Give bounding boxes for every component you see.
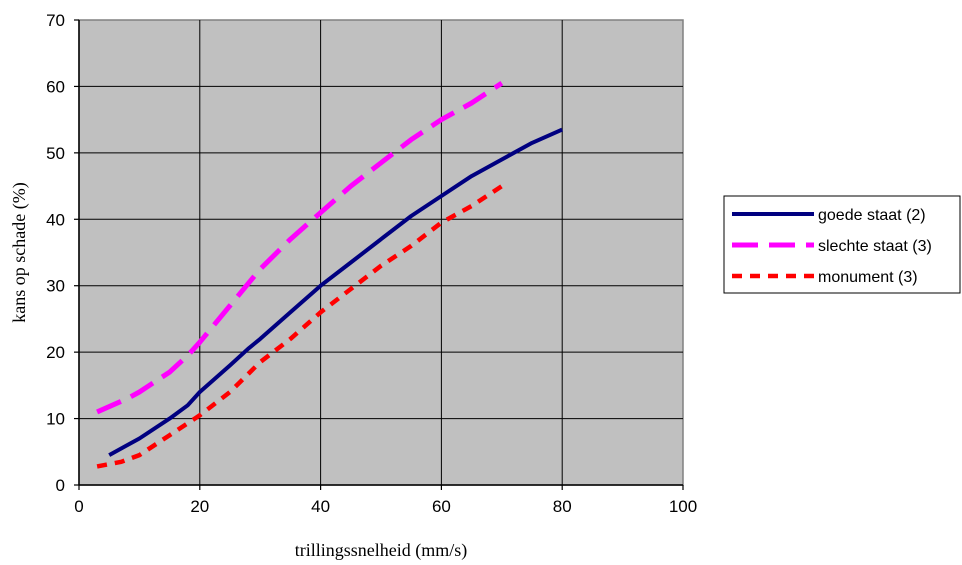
x-tick-label: 20 bbox=[190, 497, 209, 516]
x-tick-label: 80 bbox=[553, 497, 572, 516]
x-tick-label: 100 bbox=[669, 497, 697, 516]
legend: goede staat (2) slechte staat (3) monument… bbox=[723, 195, 961, 294]
legend-label-1: goede staat (2) bbox=[818, 207, 926, 224]
gridlines bbox=[79, 20, 683, 485]
legend-label-2: slechte staat (3) bbox=[818, 238, 932, 255]
y-tick-label: 60 bbox=[46, 77, 65, 96]
y-tick-label: 50 bbox=[46, 144, 65, 163]
legend-label-3: monument (3) bbox=[818, 269, 918, 286]
series-line-3 bbox=[96, 184, 504, 469]
y-tick-label: 70 bbox=[46, 11, 65, 30]
series-lines bbox=[96, 81, 564, 469]
series-line-2 bbox=[96, 81, 504, 415]
legend-items: goede staat (2) slechte staat (3) monument… bbox=[732, 207, 932, 286]
tick-labels: 0 20 40 60 80 100 0 10 20 30 40 50 60 70 bbox=[46, 11, 697, 516]
y-tick-label: 40 bbox=[46, 210, 65, 229]
plot-background-group bbox=[78, 19, 684, 486]
x-tick-label: 60 bbox=[432, 497, 451, 516]
y-tick-label: 30 bbox=[46, 277, 65, 296]
series-line-1 bbox=[108, 127, 564, 457]
y-axis-title: kans op schade (%) bbox=[9, 182, 30, 322]
x-tick-label: 40 bbox=[311, 497, 330, 516]
x-tick-label: 0 bbox=[74, 497, 83, 516]
y-tick-label: 10 bbox=[46, 410, 65, 429]
y-tick-label: 20 bbox=[46, 343, 65, 362]
plot-area bbox=[78, 19, 684, 486]
x-axis-title: trillingssnelheid (mm/s) bbox=[295, 540, 468, 561]
axes bbox=[74, 19, 684, 490]
y-tick-label: 0 bbox=[56, 476, 65, 495]
